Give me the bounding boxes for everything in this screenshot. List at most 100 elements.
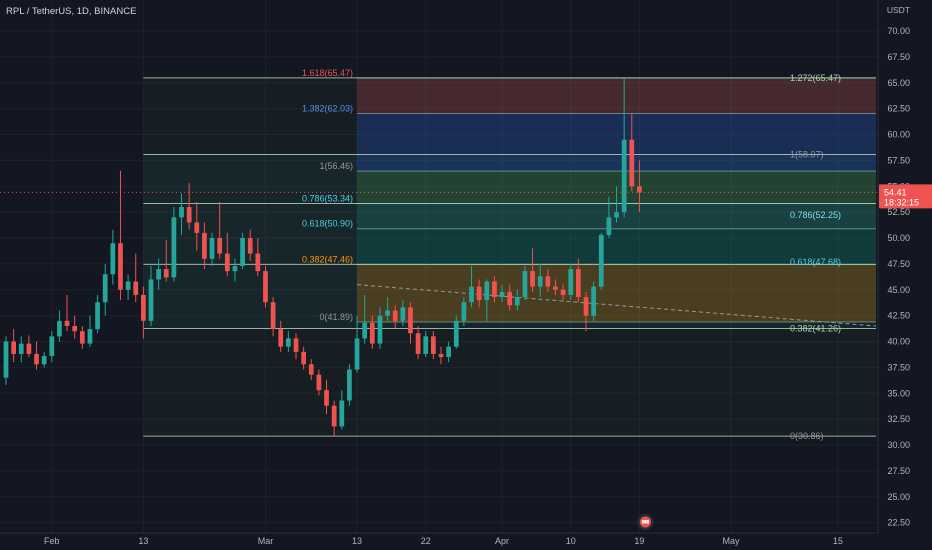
candle-body [560, 289, 566, 295]
candle-body [408, 307, 413, 334]
fib-level-label: 1.272(65.47) [790, 73, 841, 83]
candle-body [583, 297, 589, 316]
candle-body [354, 338, 360, 370]
candle-body [270, 302, 276, 330]
candle-body [362, 322, 368, 339]
candle-body [530, 271, 535, 287]
candle-body [64, 320, 70, 327]
candle-body [492, 281, 497, 298]
price-axis-tick-label: 50.00 [887, 233, 910, 243]
price-axis-tick-label: 32.50 [887, 414, 910, 424]
fib-zone [357, 264, 877, 322]
fib-level-label: 1(56.46) [320, 161, 354, 171]
fib-zone [357, 113, 877, 172]
time-axis-tick-label: Mar [258, 536, 274, 546]
candle-body [553, 286, 558, 290]
candle-body [415, 333, 421, 354]
candle-body [614, 212, 619, 218]
future-event-marker[interactable] [637, 514, 654, 530]
candle-body [148, 279, 154, 321]
price-axis-tick-label: 52.50 [887, 207, 910, 217]
candle-body [171, 217, 177, 278]
candle-body [507, 291, 513, 306]
fib-level-label: 1.618(65.47) [302, 68, 353, 78]
symbol-title: RPL / TetherUS, 1D, BINANCE [6, 6, 136, 17]
candle-body [110, 243, 116, 275]
candle-body [637, 186, 642, 193]
time-axis: Feb 13 Mar 13 22 Apr 10 19 May 15 [44, 536, 843, 546]
price-axis-tick-label: 27.50 [887, 466, 910, 476]
fib-zones [143, 77, 877, 437]
candle-body [476, 286, 482, 301]
candle-body [545, 276, 551, 287]
candle-body [156, 269, 161, 280]
time-axis-tick-label: 13 [352, 536, 362, 546]
candle-body [49, 336, 55, 357]
price-axis-tick-label: 47.50 [887, 259, 910, 269]
candle-body [133, 281, 139, 295]
time-axis-tick-label: 10 [566, 536, 576, 546]
fib-level-label: 0.382(47.46) [302, 254, 353, 264]
candle-body [34, 353, 39, 365]
price-tag-box [879, 184, 932, 209]
price-axis-tick-label: 67.50 [887, 52, 910, 62]
candle-body [347, 369, 352, 401]
fib-level-label: 0(41.89) [320, 312, 354, 322]
time-axis-tick-label: 15 [833, 536, 843, 546]
candle-body [286, 338, 291, 347]
fib-level-label: 0(30.86) [790, 431, 824, 441]
price-axis-tick-label: 37.50 [887, 362, 910, 372]
fib-labels: 1.272(65.47) 1(58.07) 0.786(52.25) 0.618(47… [302, 68, 841, 441]
fib-level-label: 0.786(52.25) [790, 210, 841, 220]
candle-body [79, 331, 85, 344]
candle-body [514, 297, 520, 306]
candle-body [469, 286, 474, 303]
event-marker-glyph [641, 520, 649, 524]
price-axis-tick-label: 62.50 [887, 104, 910, 114]
candle-body [461, 302, 467, 321]
candle-body [278, 329, 284, 347]
price-axis-tick-label: 65.00 [887, 78, 910, 88]
price-tag-value: 54.41 [884, 187, 907, 197]
candles [3, 77, 642, 437]
fib-zone [357, 228, 877, 265]
trendline[interactable] [357, 284, 877, 327]
price-axis-tick-label: 60.00 [887, 130, 910, 140]
candle-body [423, 336, 429, 354]
fib-level-label: 0.618(47.68) [790, 257, 841, 267]
candle-body [141, 294, 146, 321]
candle-body [446, 346, 451, 358]
candle-body [377, 315, 383, 344]
time-axis-tick-label: 19 [634, 536, 644, 546]
candle-body [522, 271, 528, 298]
fib-level-label: 0.618(50.90) [302, 219, 353, 229]
time-axis-tick-label: 22 [421, 536, 431, 546]
candle-body [118, 243, 123, 290]
candle-body [18, 343, 24, 354]
candle-body [606, 217, 612, 235]
candle-body [194, 222, 200, 233]
candle-body [431, 336, 436, 354]
candle-body [179, 206, 184, 218]
trendline-dashed[interactable] [357, 284, 877, 327]
price-axis-tick-label: 25.00 [887, 492, 910, 502]
candle-body [576, 269, 581, 298]
candle-body [232, 265, 238, 272]
candle-body [125, 281, 131, 290]
price-axis-tick-label: 70.00 [887, 26, 910, 36]
price-axis-tick-label: 35.00 [887, 388, 910, 398]
candle-body [186, 206, 192, 223]
candle-body [11, 341, 16, 354]
time-axis-panel[interactable] [0, 533, 878, 550]
candle-body [240, 238, 245, 266]
candle-body [102, 274, 108, 303]
candle-body [339, 400, 345, 427]
fib-left-backdrop [143, 77, 877, 437]
price-axis-panel[interactable] [878, 0, 932, 550]
price-axis-tick-label: 30.00 [887, 440, 910, 450]
candle-body [163, 269, 169, 278]
candle-body [247, 238, 253, 254]
candle-body [26, 343, 32, 354]
price-axis-tick-label: 45.00 [887, 285, 910, 295]
